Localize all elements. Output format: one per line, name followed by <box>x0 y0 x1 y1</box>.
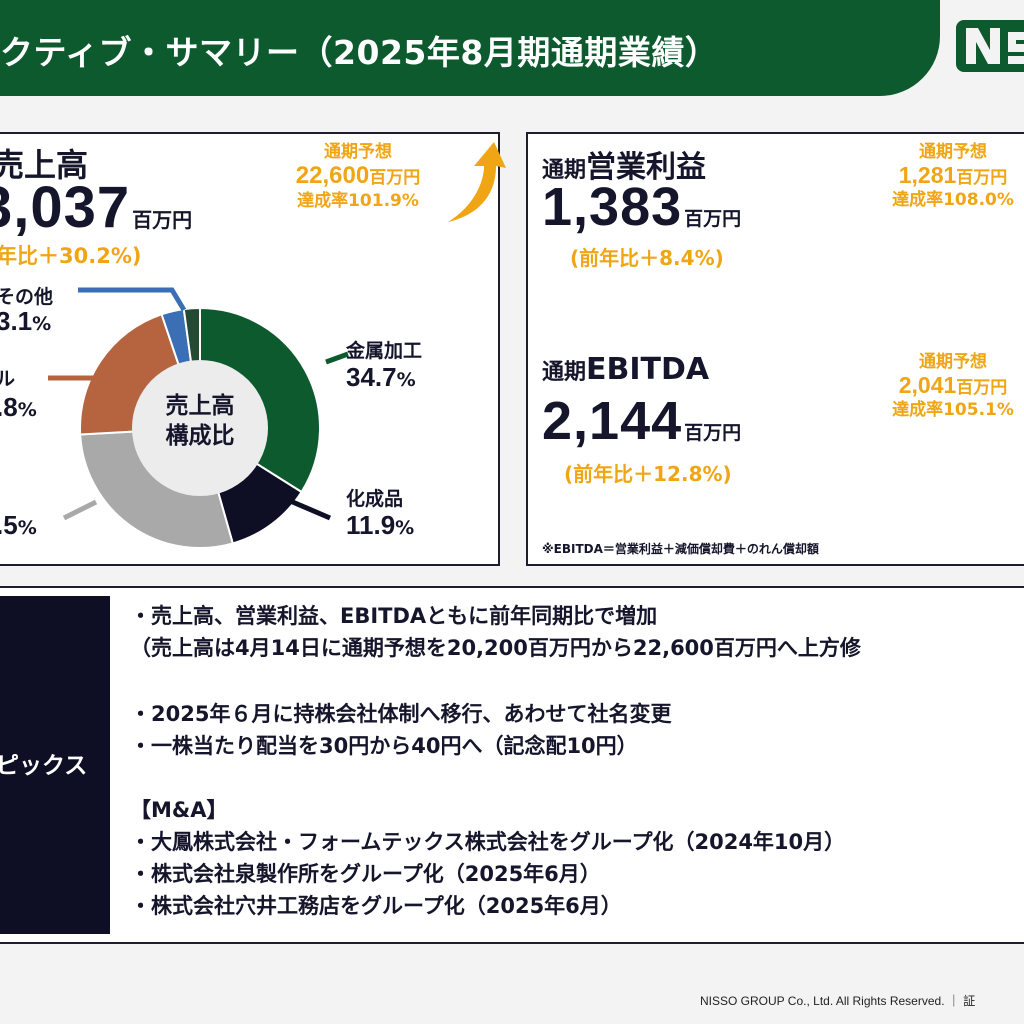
leader-line-other <box>78 287 187 312</box>
leader-line-gray <box>62 499 98 521</box>
sales-unit: 百万円 <box>132 208 193 232</box>
page-title: クティブ・サマリー（2025年8月期通期業績） <box>0 33 719 72</box>
topic-item: ・株式会社泉製作所をグループ化（2025年6月） <box>130 862 601 886</box>
segment-metal-name: 金属加工 <box>346 340 423 362</box>
ebitda-label: 通期EBITDA <box>542 352 710 387</box>
segment-gray-pct: .5% <box>0 510 37 540</box>
ebitda-forecast-unit: 百万円 <box>956 378 1008 399</box>
donut-center-line2: 構成比 <box>165 422 235 449</box>
sales-forecast: 通期予想 22,600百万円 達成率101.9% <box>268 142 448 212</box>
sales-forecast-value: 22,600 <box>295 162 370 190</box>
segment-other-name: その他 <box>0 286 54 308</box>
sales-label: 売上高 <box>0 146 89 184</box>
segment-rental-pct: .8% <box>0 392 37 422</box>
ebitda-yoy: (前年比＋12.8%) <box>564 462 732 486</box>
sales-achievement: 達成率101.9% <box>297 191 419 212</box>
ebitda-achievement: 達成率105.1% <box>892 399 1014 420</box>
op-profit-value: 1,383 <box>542 177 683 237</box>
op-profit-forecast: 通期予想 1,281百万円 達成率108.0% <box>868 142 1024 210</box>
ebitda-unit: 百万円 <box>684 422 742 444</box>
sales-forecast-unit: 百万円 <box>369 168 421 189</box>
composition-donut-chart <box>79 306 321 549</box>
leader-line-metal <box>325 351 349 365</box>
topic-item: 【M&A】 <box>130 798 228 822</box>
ebitda-forecast-title: 通期予想 <box>919 352 987 372</box>
sales-value: 3,037 <box>0 175 131 240</box>
op-profit-achievement: 達成率108.0% <box>892 189 1014 210</box>
ebitda-value-group: 2,144 百万円 <box>542 390 741 452</box>
op-profit-label: 通期営業利益 <box>542 150 707 185</box>
header-bar <box>0 0 940 96</box>
ebitda-value: 2,144 <box>542 391 683 451</box>
donut-hole <box>132 360 268 496</box>
op-profit-unit: 百万円 <box>684 208 742 230</box>
topics-side-bar <box>0 596 110 934</box>
footer-copyright: NISSO GROUP Co., Ltd. All Rights Reserve… <box>700 994 976 1008</box>
ebitda-forecast: 通期予想 2,041百万円 達成率105.1% <box>868 352 1024 420</box>
op-profit-value-group: 1,383 百万円 <box>542 176 741 238</box>
segment-chem-pct: 11.9% <box>346 510 415 540</box>
op-profit-forecast-unit: 百万円 <box>956 168 1008 189</box>
topics-panel <box>0 586 1024 944</box>
segment-rental-name: ル <box>0 368 16 390</box>
segment-chem-name: 化成品 <box>346 488 404 510</box>
topic-item: （売上高は4月14日に通期予想を20,200百万円から22,600百万円へ上方修 <box>130 636 861 660</box>
ebitda-note: ※EBITDA＝営業利益＋減価償却費＋のれん償却額 <box>542 542 819 556</box>
topic-item: ・株式会社穴井工務店をグループ化（2025年6月） <box>130 894 622 918</box>
topic-item: ・一株当たり配当を30円から40円へ（記念配10円） <box>130 734 638 758</box>
sales-yoy: 年比＋30.2%) <box>0 244 142 268</box>
company-logo <box>956 20 1024 72</box>
donut-center-label: 売上高 構成比 <box>140 392 260 452</box>
topic-item: ・大鳳株式会社・フォームテックス株式会社をグループ化（2024年10月） <box>130 830 846 854</box>
sales-forecast-title: 通期予想 <box>324 142 392 162</box>
topic-item: ・2025年６月に持株会社体制へ移行、あわせて社名変更 <box>130 702 672 726</box>
leader-line-chem <box>287 497 331 521</box>
segment-other-pct: 3.1% <box>0 306 52 336</box>
op-profit-yoy: (前年比＋8.4%) <box>570 246 724 270</box>
up-arrow-icon <box>448 142 506 222</box>
leader-lines <box>48 287 349 521</box>
topic-item: ・売上高、営業利益、EBITDAともに前年同期比で増加 <box>130 604 658 628</box>
profit-panel <box>526 132 1024 566</box>
topics-side-label: ピックス <box>0 753 88 779</box>
op-profit-forecast-value: 1,281 <box>898 162 957 189</box>
segment-metal-pct: 34.7% <box>346 362 416 392</box>
op-profit-forecast-title: 通期予想 <box>919 142 987 162</box>
ebitda-forecast-value: 2,041 <box>898 372 957 399</box>
donut-center-line1: 売上高 <box>165 393 235 419</box>
